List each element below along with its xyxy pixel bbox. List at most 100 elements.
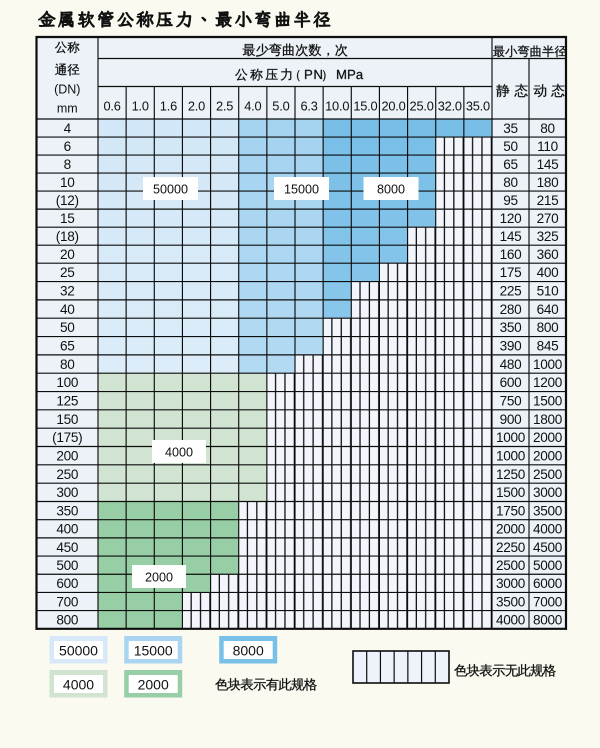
svg-text:4000: 4000 <box>533 522 563 537</box>
svg-text:2000: 2000 <box>496 522 526 537</box>
svg-text:35.0: 35.0 <box>466 99 490 114</box>
svg-text:390: 390 <box>500 339 523 354</box>
svg-text:100: 100 <box>56 375 79 390</box>
svg-text:2500: 2500 <box>533 467 563 482</box>
svg-text:32.0: 32.0 <box>438 99 462 114</box>
svg-text:80: 80 <box>503 175 518 190</box>
svg-text:180: 180 <box>537 175 560 190</box>
svg-text:6: 6 <box>64 139 71 154</box>
svg-text:1000: 1000 <box>496 430 526 445</box>
svg-text:(DN): (DN) <box>54 83 80 97</box>
svg-text:4500: 4500 <box>533 540 563 555</box>
svg-text:25: 25 <box>60 265 75 280</box>
svg-text:2.5: 2.5 <box>216 99 233 114</box>
svg-text:6.3: 6.3 <box>300 99 317 114</box>
svg-text:1250: 1250 <box>496 467 526 482</box>
svg-text:65: 65 <box>503 157 518 172</box>
svg-text:10.0: 10.0 <box>325 99 349 114</box>
svg-text:480: 480 <box>500 357 523 372</box>
svg-text:80: 80 <box>60 357 75 372</box>
svg-text:3500: 3500 <box>533 503 563 518</box>
svg-text:20: 20 <box>60 247 75 262</box>
svg-text:15.0: 15.0 <box>353 99 377 114</box>
svg-text:450: 450 <box>56 540 79 555</box>
svg-text:1000: 1000 <box>533 357 563 372</box>
svg-text:110: 110 <box>537 139 559 154</box>
svg-text:50: 50 <box>503 139 518 154</box>
svg-text:640: 640 <box>537 302 560 317</box>
svg-text:1.6: 1.6 <box>160 99 177 114</box>
svg-text:1.0: 1.0 <box>132 99 149 114</box>
svg-text:300: 300 <box>56 485 79 500</box>
svg-text:2.0: 2.0 <box>188 99 205 114</box>
svg-text:215: 215 <box>537 193 559 208</box>
svg-text:1800: 1800 <box>533 412 563 427</box>
svg-text:1200: 1200 <box>533 375 563 390</box>
svg-text:32: 32 <box>60 284 75 299</box>
svg-text:160: 160 <box>500 247 523 262</box>
svg-text:175: 175 <box>500 265 522 280</box>
svg-text:4000: 4000 <box>63 677 94 693</box>
svg-text:600: 600 <box>500 375 523 390</box>
svg-text:700: 700 <box>56 594 79 609</box>
svg-text:845: 845 <box>537 339 559 354</box>
svg-text:15000: 15000 <box>284 183 319 197</box>
svg-text:3500: 3500 <box>496 594 526 609</box>
svg-text:10: 10 <box>60 175 75 190</box>
svg-text:800: 800 <box>56 613 79 628</box>
svg-text:800: 800 <box>537 320 560 335</box>
svg-text:4.0: 4.0 <box>244 99 261 114</box>
svg-text:360: 360 <box>537 247 560 262</box>
svg-text:200: 200 <box>56 449 79 464</box>
svg-text:120: 120 <box>500 211 523 226</box>
svg-text:1500: 1500 <box>533 394 563 409</box>
svg-text:150: 150 <box>56 412 79 427</box>
svg-text:400: 400 <box>56 522 79 537</box>
svg-text:(18): (18) <box>56 229 79 244</box>
svg-text:8000: 8000 <box>533 613 563 628</box>
svg-text:25.0: 25.0 <box>410 99 434 114</box>
svg-text:500: 500 <box>56 558 79 573</box>
svg-text:400: 400 <box>537 265 560 280</box>
svg-text:20.0: 20.0 <box>381 99 405 114</box>
svg-text:mm: mm <box>57 102 78 116</box>
svg-text:40: 40 <box>60 302 75 317</box>
svg-text:145: 145 <box>500 229 522 244</box>
svg-text:2000: 2000 <box>533 449 563 464</box>
svg-text:3000: 3000 <box>533 485 563 500</box>
svg-text:50000: 50000 <box>59 643 98 659</box>
svg-text:325: 325 <box>537 229 559 244</box>
svg-text:80: 80 <box>540 121 555 136</box>
svg-text:50: 50 <box>60 320 75 335</box>
svg-text:3000: 3000 <box>496 576 526 591</box>
svg-text:510: 510 <box>537 284 560 299</box>
svg-text:350: 350 <box>500 320 523 335</box>
svg-text:2250: 2250 <box>496 540 526 555</box>
svg-text:15: 15 <box>60 211 75 226</box>
svg-text:600: 600 <box>56 576 79 591</box>
svg-text:(12): (12) <box>56 193 79 208</box>
svg-text:2500: 2500 <box>496 558 526 573</box>
svg-text:2000: 2000 <box>138 677 169 693</box>
svg-text:4000: 4000 <box>165 446 193 460</box>
svg-text:900: 900 <box>500 412 523 427</box>
svg-text:125: 125 <box>56 394 78 409</box>
svg-text:65: 65 <box>60 339 75 354</box>
svg-text:4000: 4000 <box>496 613 526 628</box>
svg-text:0.6: 0.6 <box>103 99 120 114</box>
svg-text:(175): (175) <box>52 430 82 445</box>
svg-text:145: 145 <box>537 157 559 172</box>
svg-text:95: 95 <box>503 193 518 208</box>
svg-text:1500: 1500 <box>496 485 526 500</box>
svg-text:8000: 8000 <box>233 643 264 659</box>
svg-text:5.0: 5.0 <box>272 99 289 114</box>
svg-text:350: 350 <box>56 503 79 518</box>
svg-text:50000: 50000 <box>153 183 188 197</box>
svg-text:1750: 1750 <box>496 503 526 518</box>
svg-text:270: 270 <box>537 211 560 226</box>
svg-text:35: 35 <box>503 121 518 136</box>
svg-text:8: 8 <box>64 157 71 172</box>
svg-text:2000: 2000 <box>145 571 173 585</box>
svg-text:250: 250 <box>56 467 79 482</box>
svg-text:280: 280 <box>500 302 523 317</box>
